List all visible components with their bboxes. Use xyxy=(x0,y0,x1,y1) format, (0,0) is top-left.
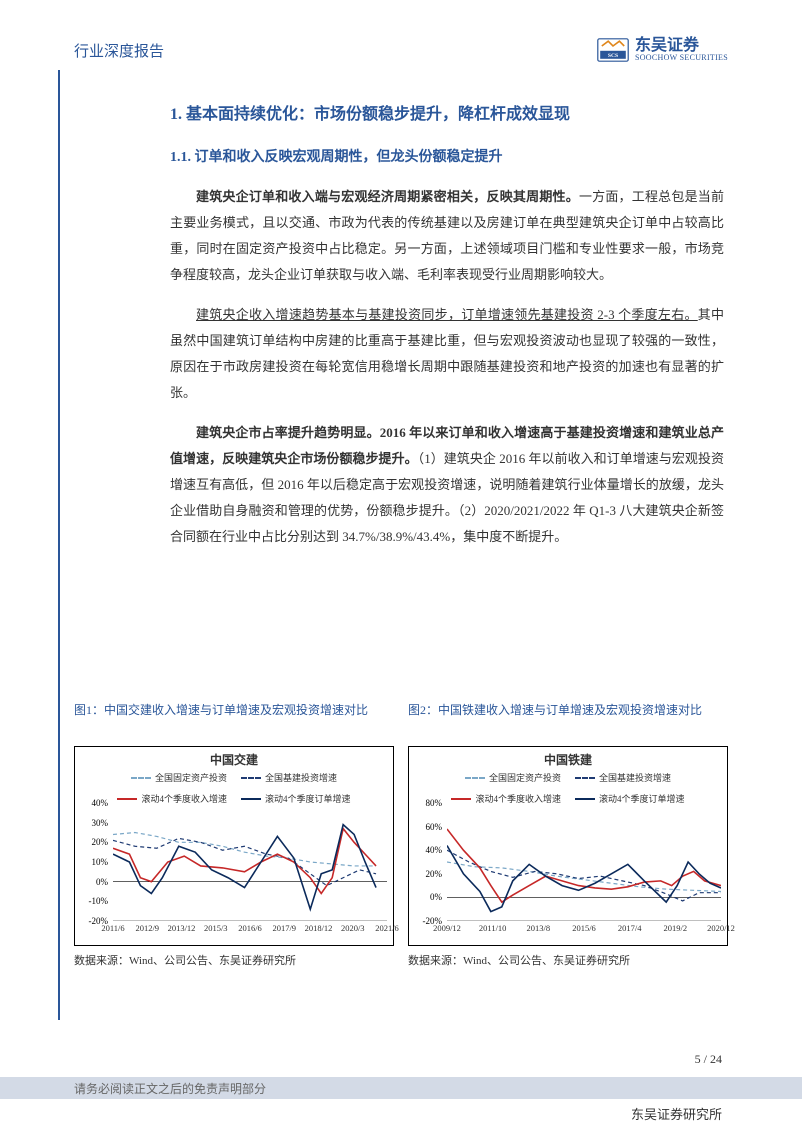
figure-2: 图2：中国铁建收入增速与订单增速及宏观投资增速对比 中国铁建全国固定资产投资全国… xyxy=(408,700,728,968)
para-2: 建筑央企收入增速趋势基本与基建投资同步，订单增速领先基建投资 2-3 个季度左右… xyxy=(170,302,724,406)
figure-2-caption: 图2：中国铁建收入增速与订单增速及宏观投资增速对比 xyxy=(408,700,728,740)
para-1-bold: 建筑央企订单和收入端与宏观经济周期紧密相关，反映其周期性。 xyxy=(196,189,579,204)
logo-cn: 东吴证券 xyxy=(635,38,728,54)
logo: SCS 东吴证券 SOOCHOW SECURITIES xyxy=(597,38,728,62)
figures-row: 图1：中国交建收入增速与订单增速及宏观投资增速对比 中国交建全国固定资产投资全国… xyxy=(74,700,728,968)
footer-right: 东吴证券研究所 xyxy=(631,1104,722,1123)
logo-text: 东吴证券 SOOCHOW SECURITIES xyxy=(635,38,728,62)
page: 行业深度报告 SCS 东吴证券 SOOCHOW SECURITIES 1. 基本… xyxy=(0,0,802,1133)
para-2-underline: 建筑央企收入增速趋势基本与基建投资同步，订单增速领先基建投资 2-3 个季度左右… xyxy=(196,307,698,322)
figure-1-caption: 图1：中国交建收入增速与订单增速及宏观投资增速对比 xyxy=(74,700,394,740)
logo-en: SOOCHOW SECURITIES xyxy=(635,54,728,62)
heading-2: 1.1. 订单和收入反映宏观周期性，但龙头份额稳定提升 xyxy=(170,146,724,166)
logo-mark-icon: SCS xyxy=(597,38,629,62)
content: 1. 基本面持续优化：市场份额稳步提升，降杠杆成效显现 1.1. 订单和收入反映… xyxy=(170,100,724,564)
figure-1-source: 数据来源：Wind、公司公告、东吴证券研究所 xyxy=(74,952,394,968)
para-3: 建筑央企市占率提升趋势明显。2016 年以来订单和收入增速高于基建投资增速和建筑… xyxy=(170,420,724,550)
heading-1: 1. 基本面持续优化：市场份额稳步提升，降杠杆成效显现 xyxy=(170,100,724,124)
page-number: 5 / 24 xyxy=(695,1052,722,1067)
header-title: 行业深度报告 xyxy=(74,40,164,61)
footer-disclaimer: 请务必阅读正文之后的免责声明部分 xyxy=(74,1080,266,1097)
figure-2-chart: 中国铁建全国固定资产投资全国基建投资增速滚动4个季度收入增速滚动4个季度订单增速… xyxy=(408,746,728,946)
page-header: 行业深度报告 SCS 东吴证券 SOOCHOW SECURITIES xyxy=(74,38,728,62)
svg-text:SCS: SCS xyxy=(608,53,618,59)
figure-1-chart: 中国交建全国固定资产投资全国基建投资增速滚动4个季度收入增速滚动4个季度订单增速… xyxy=(74,746,394,946)
side-line xyxy=(58,70,60,1020)
para-1: 建筑央企订单和收入端与宏观经济周期紧密相关，反映其周期性。一方面，工程总包是当前… xyxy=(170,184,724,288)
footer-band: 请务必阅读正文之后的免责声明部分 xyxy=(0,1077,802,1099)
figure-2-source: 数据来源：Wind、公司公告、东吴证券研究所 xyxy=(408,952,728,968)
figure-1: 图1：中国交建收入增速与订单增速及宏观投资增速对比 中国交建全国固定资产投资全国… xyxy=(74,700,394,968)
